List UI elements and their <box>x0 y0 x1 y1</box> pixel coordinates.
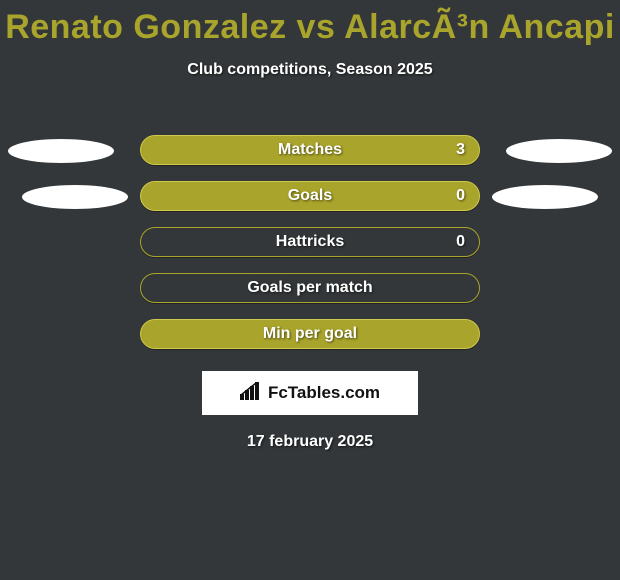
page-title: Renato Gonzalez vs AlarcÃ³n Ancapi <box>0 0 620 47</box>
subtitle: Club competitions, Season 2025 <box>0 61 620 79</box>
date-text: 17 february 2025 <box>0 433 620 451</box>
logo-text: FcTables.com <box>268 383 380 403</box>
logo-chart-icon <box>240 382 262 405</box>
stat-bar: Goals per match <box>140 273 480 303</box>
right-value-ellipse <box>492 185 598 209</box>
left-value-ellipse <box>8 139 114 163</box>
logo-box: FcTables.com <box>202 371 418 415</box>
stat-label: Matches <box>278 141 342 159</box>
stat-rows: Matches 3 Goals 0 Hattricks 0 Goals per match M… <box>0 127 620 357</box>
stat-value: 0 <box>456 187 465 205</box>
stat-value: 0 <box>456 233 465 251</box>
stat-row: Min per goal <box>0 311 620 357</box>
stat-row: Matches 3 <box>0 127 620 173</box>
stat-row: Goals per match <box>0 265 620 311</box>
stat-row: Hattricks 0 <box>0 219 620 265</box>
stat-value: 3 <box>456 141 465 159</box>
stat-bar: Goals 0 <box>140 181 480 211</box>
stat-label: Min per goal <box>263 325 357 343</box>
stat-label: Goals per match <box>247 279 372 297</box>
left-value-ellipse <box>22 185 128 209</box>
stat-bar: Matches 3 <box>140 135 480 165</box>
stat-label: Hattricks <box>276 233 344 251</box>
stat-bar: Hattricks 0 <box>140 227 480 257</box>
stat-row: Goals 0 <box>0 173 620 219</box>
stat-label: Goals <box>288 187 332 205</box>
stat-bar: Min per goal <box>140 319 480 349</box>
right-value-ellipse <box>506 139 612 163</box>
